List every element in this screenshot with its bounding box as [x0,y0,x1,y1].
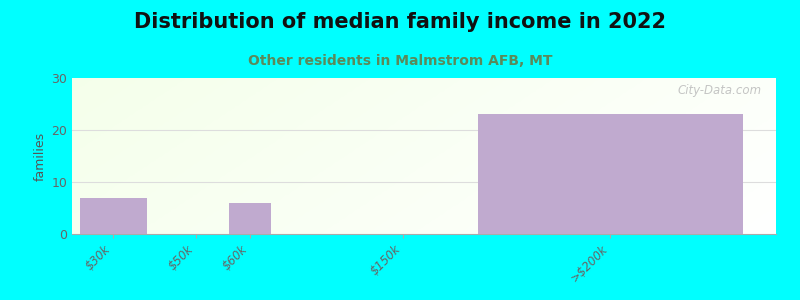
Bar [230,203,270,234]
Text: City-Data.com: City-Data.com [678,84,762,97]
Text: Other residents in Malmstrom AFB, MT: Other residents in Malmstrom AFB, MT [248,54,552,68]
Bar [80,198,146,234]
Y-axis label: families: families [34,131,47,181]
Text: Distribution of median family income in 2022: Distribution of median family income in … [134,12,666,32]
Bar [478,114,743,234]
